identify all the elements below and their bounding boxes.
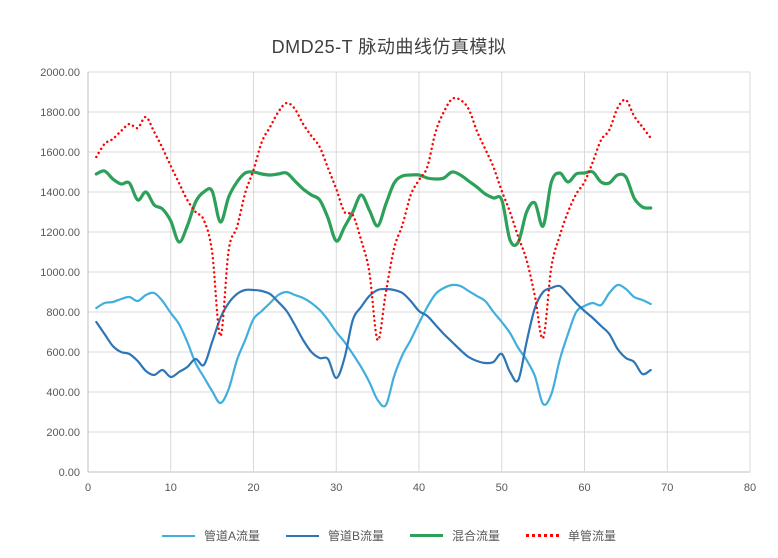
legend-item-pipe-b: 管道B流量 — [285, 527, 384, 544]
y-tick-label: 1600.00 — [40, 147, 80, 159]
x-tick-label: 20 — [247, 482, 259, 494]
y-tick-label: 200.00 — [46, 427, 80, 439]
legend-label-single: 单管流量 — [568, 529, 617, 543]
legend-marker-pipe-b — [285, 534, 319, 537]
y-tick-label: 400.00 — [46, 387, 80, 399]
legend-label-pipe-a: 管道A流量 — [203, 529, 260, 543]
legend-marker-single — [526, 534, 560, 537]
legend-label-mixed: 混合流量 — [452, 529, 501, 543]
y-tick-label: 1800.00 — [40, 107, 80, 119]
legend: 管道A流量 管道B流量 混合流量 单管流量 — [0, 527, 778, 544]
y-tick-label: 1200.00 — [40, 227, 80, 239]
x-tick-label: 30 — [330, 482, 342, 494]
legend-item-pipe-a: 管道A流量 — [161, 527, 260, 544]
legend-marker-mixed — [410, 534, 443, 537]
x-tick-label: 0 — [85, 482, 91, 494]
legend-label-pipe-b: 管道B流量 — [327, 529, 384, 543]
series-line-single-pipe-flow — [95, 96, 652, 342]
series-line-pipe-a-flow — [95, 283, 652, 408]
series-line-pipe-b-flow — [95, 284, 652, 383]
y-tick-label: 600.00 — [46, 347, 80, 359]
chart-title: DMD25-T 脉动曲线仿真模拟 — [271, 37, 507, 57]
y-tick-label: 1000.00 — [40, 267, 80, 279]
y-tick-label: 2000.00 — [40, 67, 80, 79]
legend-marker-pipe-a — [161, 534, 195, 537]
series-line-mixed-flow — [94, 169, 653, 247]
x-tick-label: 50 — [496, 482, 508, 494]
y-tick-label: 0.00 — [59, 467, 80, 479]
x-tick-label: 60 — [578, 482, 590, 494]
x-tick-label: 70 — [661, 482, 673, 494]
legend-item-mixed: 混合流量 — [410, 527, 500, 544]
x-tick-label: 10 — [165, 482, 177, 494]
y-tick-label: 800.00 — [46, 307, 80, 319]
legend-item-single: 单管流量 — [526, 527, 616, 544]
x-tick-label: 80 — [744, 482, 756, 494]
x-tick-label: 40 — [413, 482, 425, 494]
y-tick-label: 1400.00 — [40, 187, 80, 199]
